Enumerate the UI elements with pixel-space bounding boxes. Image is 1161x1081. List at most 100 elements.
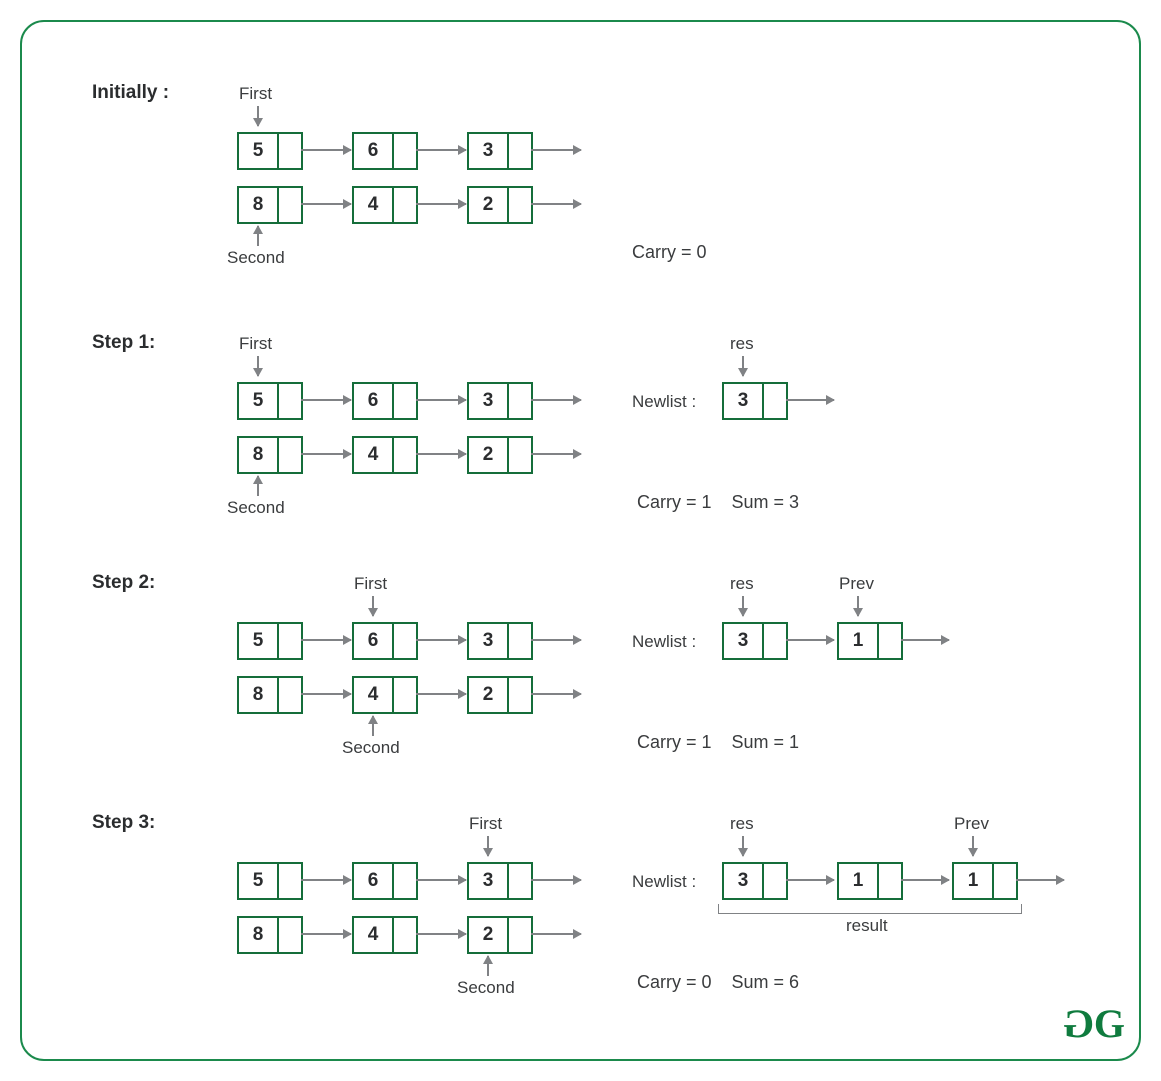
node-next [279,678,301,712]
res-pointer-label: res [730,334,754,354]
node-next [394,438,416,472]
node-data: 4 [354,918,394,952]
step-title: Step 1: [92,332,155,354]
carry-sum-status: Carry = 1 Sum = 1 [637,732,799,753]
node-next [879,864,901,898]
geeksforgeeks-logo: GG [1069,1000,1119,1047]
arrow-right-icon [301,149,351,151]
arrow-right-icon [531,453,581,455]
node-data: 1 [839,864,879,898]
arrow-right-icon [416,399,466,401]
node-data: 2 [469,678,509,712]
arrow-right-icon [301,399,351,401]
step-title: Step 3: [92,812,155,834]
arrow-right-icon [416,933,466,935]
node-data: 2 [469,438,509,472]
arrow-right-icon [416,149,466,151]
arrow-right-icon [416,203,466,205]
arrow-right-icon [301,639,351,641]
node-data: 3 [724,864,764,898]
arrow-up-icon [372,716,374,736]
linked-list-node: 8 [237,676,303,714]
prev-pointer-label: Prev [954,814,989,834]
arrow-right-icon [301,453,351,455]
arrow-right-icon [1016,879,1064,881]
arrow-down-icon [372,596,374,616]
res-pointer-label: res [730,574,754,594]
node-next [394,134,416,168]
node-data: 4 [354,678,394,712]
node-next [509,438,531,472]
arrow-down-icon [742,836,744,856]
newlist-label: Newlist : [632,872,696,892]
first-pointer-label: First [354,574,387,594]
node-data: 3 [469,384,509,418]
arrow-down-icon [972,836,974,856]
newlist-label: Newlist : [632,392,696,412]
arrow-right-icon [531,149,581,151]
arrow-right-icon [301,203,351,205]
linked-list-node: 2 [467,916,533,954]
node-data: 5 [239,624,279,658]
linked-list-node: 5 [237,132,303,170]
node-next [279,918,301,952]
linked-list-node: 8 [237,916,303,954]
linked-list-node: 4 [352,916,418,954]
second-pointer-label: Second [457,978,515,998]
arrow-right-icon [786,399,834,401]
linked-list-node: 5 [237,622,303,660]
linked-list-node: 1 [952,862,1018,900]
arrow-down-icon [257,356,259,376]
arrow-right-icon [531,203,581,205]
linked-list-node: 6 [352,862,418,900]
linked-list-node: 3 [722,622,788,660]
node-next [279,134,301,168]
node-next [279,188,301,222]
node-next [279,438,301,472]
node-data: 1 [954,864,994,898]
node-data: 2 [469,918,509,952]
arrow-right-icon [416,693,466,695]
linked-list-node: 5 [237,862,303,900]
arrow-up-icon [487,956,489,976]
node-data: 6 [354,624,394,658]
arrow-right-icon [531,693,581,695]
linked-list-node: 5 [237,382,303,420]
linked-list-node: 6 [352,622,418,660]
node-data: 4 [354,438,394,472]
node-data: 3 [469,624,509,658]
node-data: 8 [239,918,279,952]
linked-list-node: 3 [467,862,533,900]
arrow-right-icon [416,639,466,641]
node-next [394,918,416,952]
node-next [394,624,416,658]
node-data: 5 [239,134,279,168]
arrow-up-icon [257,476,259,496]
node-next [764,624,786,658]
node-next [394,678,416,712]
node-data: 8 [239,438,279,472]
node-data: 6 [354,134,394,168]
node-data: 3 [469,864,509,898]
linked-list-node: 2 [467,186,533,224]
node-next [509,188,531,222]
arrow-down-icon [742,356,744,376]
result-label: result [846,916,888,936]
arrow-right-icon [531,933,581,935]
arrow-right-icon [416,453,466,455]
node-next [394,384,416,418]
node-next [509,918,531,952]
arrow-right-icon [531,879,581,881]
node-data: 3 [724,384,764,418]
arrow-down-icon [857,596,859,616]
step-title: Initially : [92,82,169,104]
arrow-down-icon [257,106,259,126]
linked-list-node: 3 [467,132,533,170]
node-next [279,624,301,658]
second-pointer-label: Second [342,738,400,758]
arrow-right-icon [786,879,834,881]
node-next [764,384,786,418]
node-data: 5 [239,864,279,898]
node-next [509,864,531,898]
node-data: 8 [239,188,279,222]
